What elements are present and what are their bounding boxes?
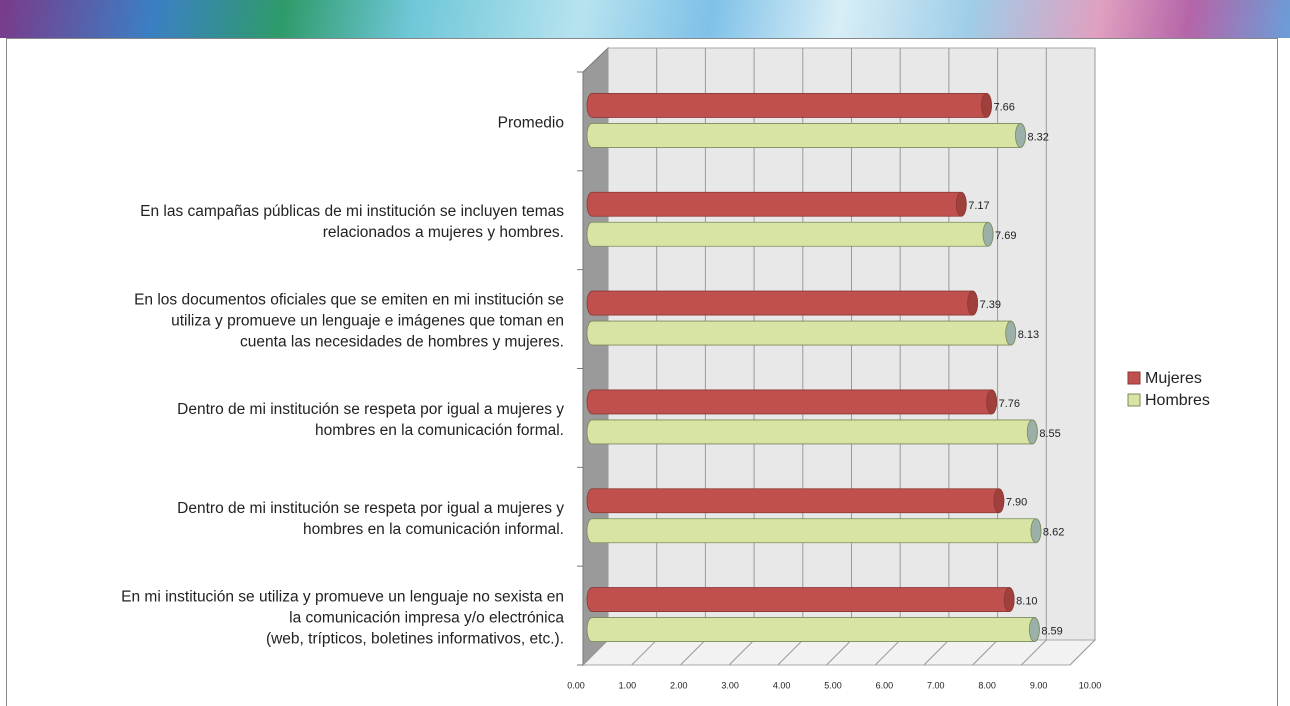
bar xyxy=(586,123,1026,148)
bar xyxy=(586,93,992,118)
floor-grid-line xyxy=(631,639,658,666)
x-tick-label: 9.00 xyxy=(1030,680,1048,690)
data-label: 8.10 xyxy=(1016,595,1037,607)
bar xyxy=(586,320,1017,346)
data-label: 7.76 xyxy=(999,398,1020,410)
category-label: En mi institución se utiliza y promueve … xyxy=(121,588,564,648)
data-label: 8.59 xyxy=(1041,625,1062,637)
data-label: 8.55 xyxy=(1039,428,1060,440)
x-tick-label: 7.00 xyxy=(927,680,945,690)
x-tick-label: 1.00 xyxy=(619,680,637,690)
floor-grid-line xyxy=(777,639,804,666)
bar-cap xyxy=(1003,587,1015,612)
category-label: En las campañas públicas de mi instituci… xyxy=(140,203,564,242)
bar xyxy=(586,518,1042,544)
floor-grid-line xyxy=(1020,639,1047,666)
x-tick-label: 3.00 xyxy=(721,680,739,690)
floor-grid-line xyxy=(874,639,901,666)
legend-swatch xyxy=(1127,371,1141,385)
x-tick-label: 2.00 xyxy=(670,680,688,690)
legend-label: Mujeres xyxy=(1145,370,1202,387)
chart-panel xyxy=(6,38,1278,706)
x-tick-label: 5.00 xyxy=(824,680,842,690)
bar-cap xyxy=(981,93,992,118)
legend-label: Hombres xyxy=(1145,392,1210,409)
bar-cap xyxy=(967,290,978,316)
category-label: En los documentos oficiales que se emite… xyxy=(134,291,564,351)
floor-grid-line xyxy=(728,639,755,666)
bar-cap xyxy=(1015,123,1026,148)
x-tick-label: 10.00 xyxy=(1079,680,1102,690)
bar-cap xyxy=(993,488,1005,514)
bar xyxy=(586,290,978,316)
x-tick-label: 8.00 xyxy=(978,680,996,690)
category-label: Dentro de mi institución se respeta por … xyxy=(177,400,564,439)
bar xyxy=(586,587,1015,612)
bar-cap xyxy=(1030,518,1042,544)
bar xyxy=(586,419,1038,445)
x-tick-label: 4.00 xyxy=(773,680,791,690)
category-label: Promedio xyxy=(497,114,564,132)
bar-cap xyxy=(1026,419,1038,445)
data-label: 8.62 xyxy=(1043,527,1064,539)
bar-cap xyxy=(1028,617,1040,642)
bar xyxy=(586,221,994,247)
data-label: 7.17 xyxy=(968,200,989,212)
data-label: 7.69 xyxy=(995,230,1016,242)
floor-grid-line xyxy=(972,639,998,666)
banner xyxy=(0,0,1290,38)
legend-swatch xyxy=(1127,393,1141,407)
data-label: 7.39 xyxy=(980,299,1001,311)
bar xyxy=(586,191,967,217)
x-tick-label: 0.00 xyxy=(567,680,585,690)
bar xyxy=(586,389,998,415)
data-label: 7.90 xyxy=(1006,497,1027,509)
bar-cap xyxy=(986,389,998,415)
data-label: 8.13 xyxy=(1018,329,1039,341)
data-label: 7.66 xyxy=(993,101,1014,113)
bar-cap xyxy=(982,221,994,247)
floor-grid-line xyxy=(582,639,609,666)
category-label: Dentro de mi institución se respeta por … xyxy=(177,499,564,538)
data-label: 8.32 xyxy=(1027,131,1048,143)
bar xyxy=(586,617,1040,642)
floor-grid-line xyxy=(1069,639,1096,666)
floor-grid-line xyxy=(680,639,706,666)
bar-cap xyxy=(955,191,967,217)
x-tick-label: 6.00 xyxy=(876,680,894,690)
floor-grid-line xyxy=(826,639,852,666)
bar xyxy=(586,488,1005,514)
floor-grid-line xyxy=(923,639,950,666)
bar-cap xyxy=(1005,320,1017,346)
